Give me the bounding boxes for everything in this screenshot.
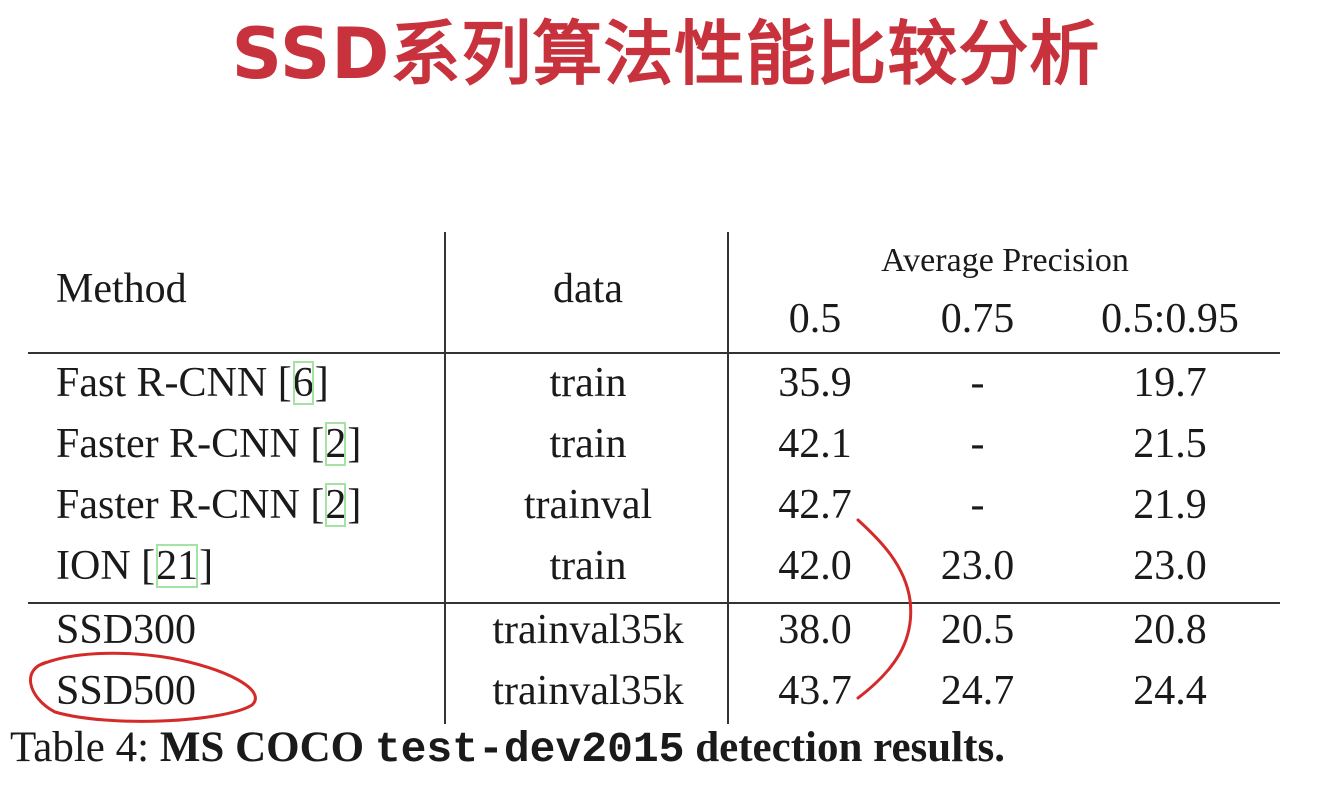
column-divider-1: [444, 232, 446, 724]
method-cell: SSD500: [56, 668, 197, 714]
ap75-cell: 23.0: [940, 543, 1015, 589]
citation-link[interactable]: 6: [292, 360, 314, 406]
data-cell: train: [549, 360, 627, 406]
column-divider-2: [727, 232, 729, 724]
ap75-cell: -: [970, 360, 985, 406]
data-cell: train: [549, 421, 627, 467]
ap-cell: 23.0: [1133, 543, 1207, 589]
ap50-cell: 42.7: [778, 482, 852, 528]
ap-cell: 21.5: [1133, 421, 1207, 467]
method-cell: Faster R-CNN [2]: [56, 482, 362, 528]
ap50-cell: 42.1: [778, 421, 852, 467]
method-cell: Fast R-CNN [6]: [56, 360, 329, 406]
method-cell: Faster R-CNN [2]: [56, 421, 362, 467]
header-method: Method: [56, 266, 187, 312]
header-data: data: [553, 266, 623, 312]
group-rule: [28, 602, 1280, 604]
citation-link[interactable]: 2: [325, 482, 347, 528]
data-cell: train: [549, 543, 627, 589]
data-cell: trainval35k: [492, 668, 684, 714]
ap50-cell: 35.9: [778, 360, 852, 406]
ap75-cell: 20.5: [940, 607, 1015, 653]
slide-title: SSD系列算法性能比较分析: [231, 13, 1101, 95]
ap75-cell: 24.7: [940, 668, 1015, 714]
data-cell: trainval: [523, 482, 653, 528]
table-caption: Table 4: MS COCO test-dev2015 detection …: [10, 724, 1005, 774]
ap75-cell: -: [970, 421, 985, 467]
method-cell: ION [21]: [56, 543, 214, 589]
citation-link[interactable]: 2: [325, 421, 347, 467]
ap50-cell: 43.7: [778, 668, 852, 714]
header-rule: [28, 352, 1280, 354]
ap-cell: 24.4: [1133, 668, 1207, 714]
ap-cell: 20.8: [1133, 607, 1207, 653]
header-ap-050: 0.5: [788, 296, 842, 342]
citation-link[interactable]: 21: [156, 543, 199, 589]
data-cell: trainval35k: [492, 607, 684, 653]
ap75-cell: -: [970, 482, 985, 528]
ap-cell: 19.7: [1133, 360, 1207, 406]
ap50-cell: 42.0: [778, 543, 852, 589]
ap-cell: 21.9: [1133, 482, 1207, 528]
header-average-precision: Average Precision: [881, 242, 1129, 279]
header-ap-075: 0.75: [940, 296, 1015, 342]
header-ap-050-095: 0.5:0.95: [1101, 296, 1239, 342]
ap50-cell: 38.0: [778, 607, 852, 653]
method-cell: SSD300: [56, 607, 197, 653]
